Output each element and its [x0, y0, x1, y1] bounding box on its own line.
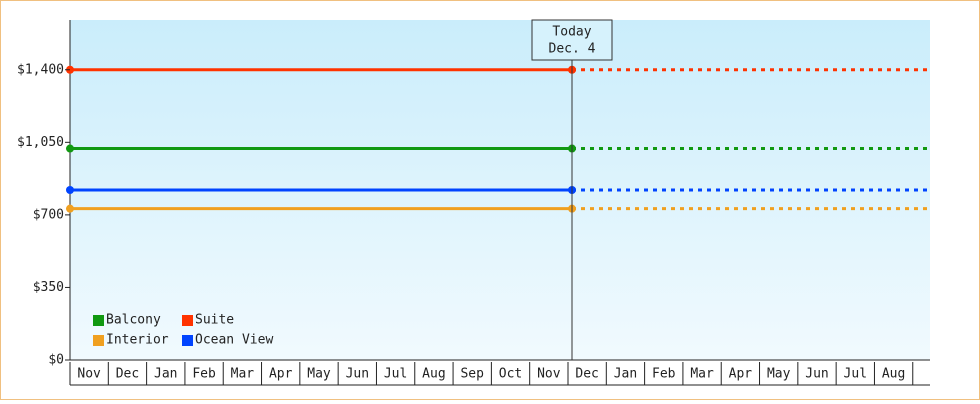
- legend-label: Interior: [106, 333, 169, 348]
- x-tick-label: Jul: [384, 367, 407, 382]
- legend-label: Ocean View: [195, 333, 273, 348]
- today-box: [531, 19, 613, 61]
- x-tick-label: Feb: [192, 367, 216, 382]
- legend-swatch: [182, 315, 193, 326]
- x-tick-label: Mar: [231, 367, 255, 382]
- legend-label: Balcony: [106, 313, 161, 328]
- today-label: Today: [552, 25, 591, 40]
- y-tick-label: $1,400: [17, 62, 64, 77]
- y-tick-label: $0: [48, 353, 64, 368]
- x-tick-label: Apr: [269, 367, 293, 382]
- x-tick-label: Jun: [805, 367, 828, 382]
- y-tick-label: $700: [33, 207, 64, 222]
- y-tick-label: $1,050: [17, 135, 64, 150]
- x-tick-label: Jun: [346, 367, 369, 382]
- x-tick-label: Nov: [537, 367, 561, 382]
- legend-swatch: [93, 335, 104, 346]
- price-point: [66, 186, 74, 194]
- x-tick-label: Jan: [154, 367, 177, 382]
- legend-swatch: [93, 315, 104, 326]
- legend-swatch: [182, 335, 193, 346]
- price-point: [66, 204, 74, 213]
- legend-label: Suite: [195, 313, 234, 328]
- x-tick-label: Jul: [844, 367, 867, 382]
- x-tick-label: Apr: [729, 367, 753, 382]
- x-tick-label: Aug: [422, 367, 445, 382]
- today-date: Dec. 4: [549, 42, 596, 57]
- x-tick-label: May: [307, 367, 331, 382]
- y-tick-label: $350: [33, 280, 64, 295]
- x-tick-label: Oct: [499, 367, 522, 382]
- x-tick-label: Dec: [116, 367, 139, 382]
- x-tick-label: Sep: [460, 367, 484, 382]
- x-tick-label: Aug: [882, 367, 905, 382]
- price-point: [66, 144, 74, 153]
- x-tick-label: May: [767, 367, 791, 382]
- x-tick-label: Feb: [652, 367, 676, 382]
- x-tick-label: Nov: [77, 367, 101, 382]
- x-tick-label: Dec: [575, 367, 598, 382]
- x-tick-label: Mar: [690, 367, 714, 382]
- x-tick-label: Jan: [614, 367, 637, 382]
